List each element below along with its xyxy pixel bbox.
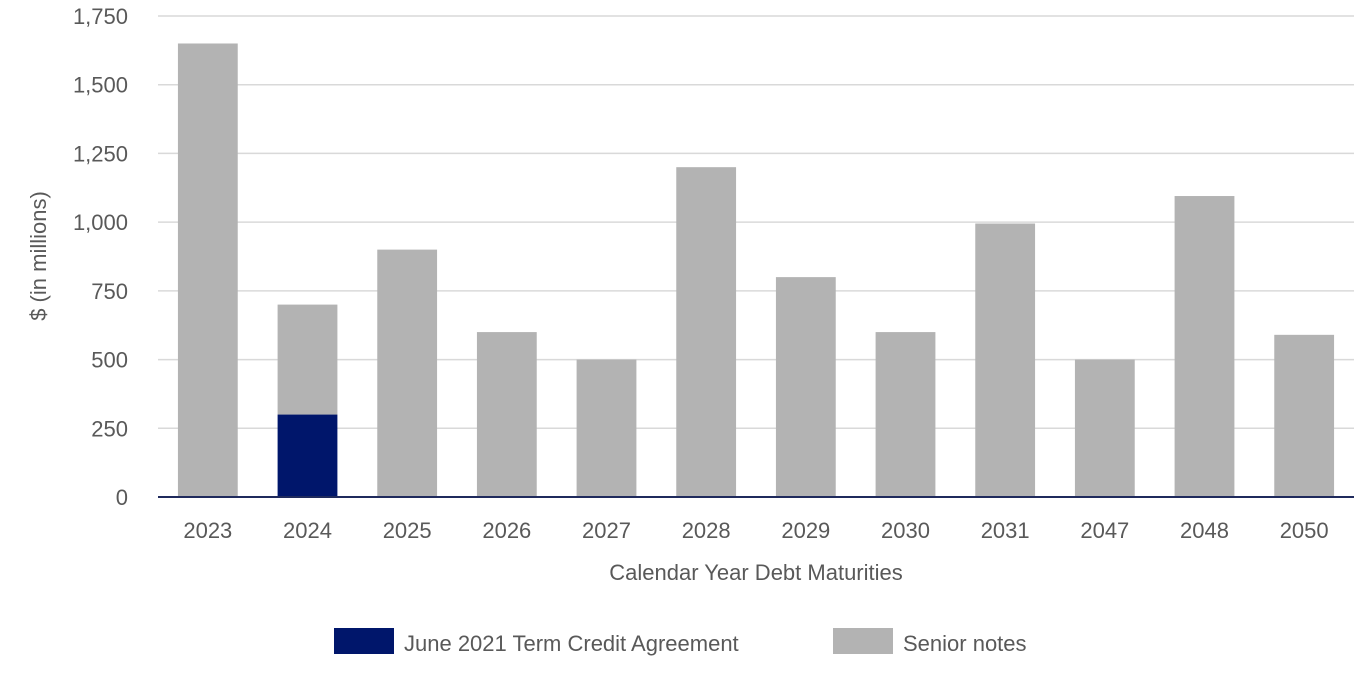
y-tick-label: 1,500	[73, 73, 128, 98]
y-tick-label: 0	[116, 485, 128, 510]
bar-senior-notes-2025	[377, 249, 438, 497]
bar-senior-notes-2026	[476, 332, 537, 497]
legend: June 2021 Term Credit Agreement Senior no…	[334, 628, 1027, 656]
bar-term-credit-2024	[277, 414, 338, 497]
y-tick-label: 750	[91, 279, 128, 304]
bar-senior-notes-2028	[676, 167, 737, 497]
y-axis-title: $ (in millions)	[26, 191, 51, 321]
x-tick-label: 2025	[383, 518, 432, 543]
legend-label: June 2021 Term Credit Agreement	[404, 631, 739, 656]
legend-label: Senior notes	[903, 631, 1027, 656]
x-tick-label: 2029	[781, 518, 830, 543]
x-tick-label: 2031	[981, 518, 1030, 543]
legend-swatch	[334, 628, 394, 654]
x-tick-label: 2048	[1180, 518, 1229, 543]
x-tick-label: 2026	[482, 518, 531, 543]
bars	[177, 43, 1335, 497]
x-tick-label: 2047	[1080, 518, 1129, 543]
x-tick-label: 2023	[183, 518, 232, 543]
x-tick-label: 2030	[881, 518, 930, 543]
y-tick-label: 500	[91, 348, 128, 373]
y-tick-label: 250	[91, 416, 128, 441]
bar-senior-notes-2027	[576, 359, 637, 497]
bar-senior-notes-2023	[177, 43, 238, 497]
bar-senior-notes-2050	[1274, 334, 1335, 497]
legend-swatch	[833, 628, 893, 654]
bar-senior-notes-2048	[1174, 196, 1235, 497]
y-tick-label: 1,000	[73, 210, 128, 235]
x-axis-title: Calendar Year Debt Maturities	[609, 560, 903, 585]
axes: 0 250 500 750 1,000 1,250 1,500 1,750 2023 2024 20…	[73, 4, 1354, 543]
x-tick-label: 2027	[582, 518, 631, 543]
bar-senior-notes-2031	[975, 223, 1036, 497]
x-tick-label: 2024	[283, 518, 332, 543]
y-tick-label: 1,750	[73, 4, 128, 29]
x-tick-label: 2028	[682, 518, 731, 543]
bar-senior-notes-2029	[775, 277, 836, 497]
bar-senior-notes-2024	[277, 304, 338, 415]
bar-senior-notes-2030	[875, 332, 936, 497]
gridlines	[158, 15, 1354, 430]
x-tick-label: 2050	[1280, 518, 1329, 543]
y-tick-label: 1,250	[73, 141, 128, 166]
bar-senior-notes-2047	[1074, 359, 1135, 497]
